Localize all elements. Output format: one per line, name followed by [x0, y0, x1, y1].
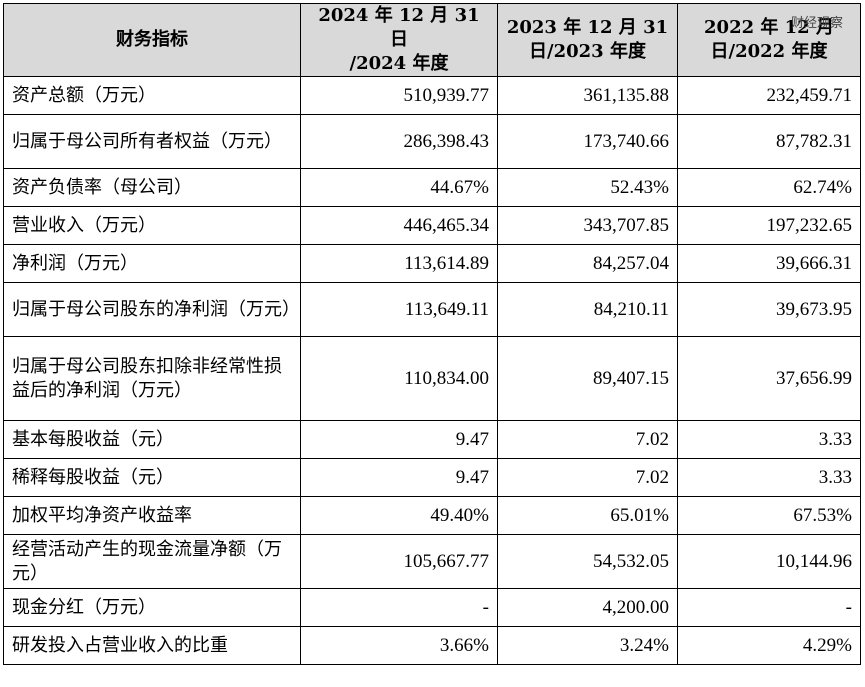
row-value-2024: 9.47: [300, 458, 498, 497]
row-value-2024: 286,398.43: [300, 114, 498, 169]
row-value-2023: 52.43%: [497, 168, 678, 207]
table-row: 加权平均净资产收益率 49.40% 65.01% 67.53%: [3, 496, 861, 535]
table-row: 现金分红（万元） -4,200.00-: [3, 588, 861, 627]
table-row: 资产总额（万元） 510,939.77 361,135.88 232,459.71: [3, 76, 861, 115]
row-value-2022: 37,656.99: [677, 336, 861, 421]
row-label: 研发投入占营业收入的比重: [3, 626, 301, 665]
row-value-2024: 49.40%: [300, 496, 498, 535]
row-label: 归属于母公司所有者权益（万元）: [3, 114, 301, 169]
row-label: 加权平均净资产收益率: [3, 496, 301, 535]
row-value-2022: 3.33: [677, 420, 861, 459]
row-value-2023: 89,407.15: [497, 336, 678, 421]
table-row: 归属于母公司股东扣除非经常性损益后的净利润（万元） 110,834.00 89,40…: [3, 336, 861, 421]
row-label: 营业收入（万元）: [3, 206, 301, 245]
table-row: 基本每股收益（元） 9.47 7.02 3.33: [3, 420, 861, 459]
row-value-2022: 232,459.71: [677, 76, 861, 115]
header-indicator-text: 财务指标: [116, 29, 188, 50]
table-row: 营业收入（万元） 446,465.34 343,707.85 197,232.65: [3, 206, 861, 245]
row-value-2024: -: [300, 588, 498, 627]
row-value-2022: 10,144.96: [677, 534, 861, 589]
row-label: 净利润（万元）: [3, 244, 301, 283]
row-value-2024: 3.66%: [300, 626, 498, 665]
row-value-2024: 110,834.00: [300, 336, 498, 421]
table-row: 研发投入占营业收入的比重 3.66% 3.24% 4.29%: [3, 626, 861, 665]
row-value-2022: 39,666.31: [677, 244, 861, 283]
row-label: 现金分红（万元）: [3, 588, 301, 627]
row-value-2022: -: [677, 588, 861, 627]
header-2022-line2: 日/2022 年度: [710, 41, 828, 62]
header-2024-line2: /2024 年度: [349, 53, 449, 74]
table-row: 资产负债率（母公司） 44.67% 52.43% 62.74%: [3, 168, 861, 207]
row-value-2024: 113,649.11: [300, 282, 498, 337]
financial-indicators-table: 财务指标 2024 年 12 月 31 日 /2024 年度 2023 年 12…: [3, 3, 861, 665]
row-label: 经营活动产生的现金流量净额（万元）: [3, 534, 301, 589]
header-2024: 2024 年 12 月 31 日 /2024 年度: [300, 3, 498, 77]
row-value-2024: 9.47: [300, 420, 498, 459]
table-header-row: 财务指标 2024 年 12 月 31 日 /2024 年度 2023 年 12…: [3, 3, 861, 77]
row-value-2023: 3.24%: [497, 626, 678, 665]
row-value-2022: 67.53%: [677, 496, 861, 535]
row-label: 基本每股收益（元）: [3, 420, 301, 459]
row-value-2022: 3.33: [677, 458, 861, 497]
row-label: 归属于母公司股东的净利润（万元）: [3, 282, 301, 337]
header-2023: 2023 年 12 月 31 日/2023 年度: [497, 3, 678, 77]
row-label: 资产总额（万元）: [3, 76, 301, 115]
row-label: 归属于母公司股东扣除非经常性损益后的净利润（万元）: [3, 336, 301, 421]
header-2024-line1: 2024 年 12 月 31 日: [318, 5, 480, 50]
row-value-2023: 7.02: [497, 420, 678, 459]
row-value-2022: 87,782.31: [677, 114, 861, 169]
table-row: 归属于母公司所有者权益（万元） 286,398.43 173,740.66 87,78…: [3, 114, 861, 169]
row-value-2023: 54,532.05: [497, 534, 678, 589]
row-value-2024: 113,614.89: [300, 244, 498, 283]
table-row: 净利润（万元） 113,614.89 84,257.04 39,666.31: [3, 244, 861, 283]
watermark-text: 财经观察: [790, 16, 843, 31]
row-value-2023: 84,210.11: [497, 282, 678, 337]
header-2023-line2: 日/2023 年度: [529, 41, 646, 62]
row-label: 稀释每股收益（元）: [3, 458, 301, 497]
row-value-2023: 84,257.04: [497, 244, 678, 283]
table-row: 稀释每股收益（元） 9.47 7.02 3.33: [3, 458, 861, 497]
row-value-2024: 105,667.77: [300, 534, 498, 589]
row-value-2022: 62.74%: [677, 168, 861, 207]
header-2022-line1: 2022 年 12 月: [704, 17, 834, 38]
table-row: 归属于母公司股东的净利润（万元） 113,649.11 84,210.11 39,67…: [3, 282, 861, 337]
row-value-2024: 510,939.77: [300, 76, 498, 115]
table-row: 经营活动产生的现金流量净额（万元） 105,667.77 54,532.05 10,1…: [3, 534, 861, 589]
row-value-2023: 361,135.88: [497, 76, 678, 115]
row-value-2023: 173,740.66: [497, 114, 678, 169]
row-value-2022: 4.29%: [677, 626, 861, 665]
row-value-2023: 4,200.00: [497, 588, 678, 627]
row-value-2023: 7.02: [497, 458, 678, 497]
header-indicator: 财务指标: [3, 3, 301, 77]
header-2022: 2022 年 12 月 日/2022 年度: [677, 3, 861, 77]
header-2023-line1: 2023 年 12 月 31: [506, 17, 669, 38]
row-value-2024: 446,465.34: [300, 206, 498, 245]
financial-table-wrapper: 财务指标 2024 年 12 月 31 日 /2024 年度 2023 年 12…: [3, 3, 861, 665]
row-value-2023: 343,707.85: [497, 206, 678, 245]
row-label: 资产负债率（母公司）: [3, 168, 301, 207]
row-value-2024: 44.67%: [300, 168, 498, 207]
row-value-2022: 197,232.65: [677, 206, 861, 245]
row-value-2023: 65.01%: [497, 496, 678, 535]
row-value-2022: 39,673.95: [677, 282, 861, 337]
